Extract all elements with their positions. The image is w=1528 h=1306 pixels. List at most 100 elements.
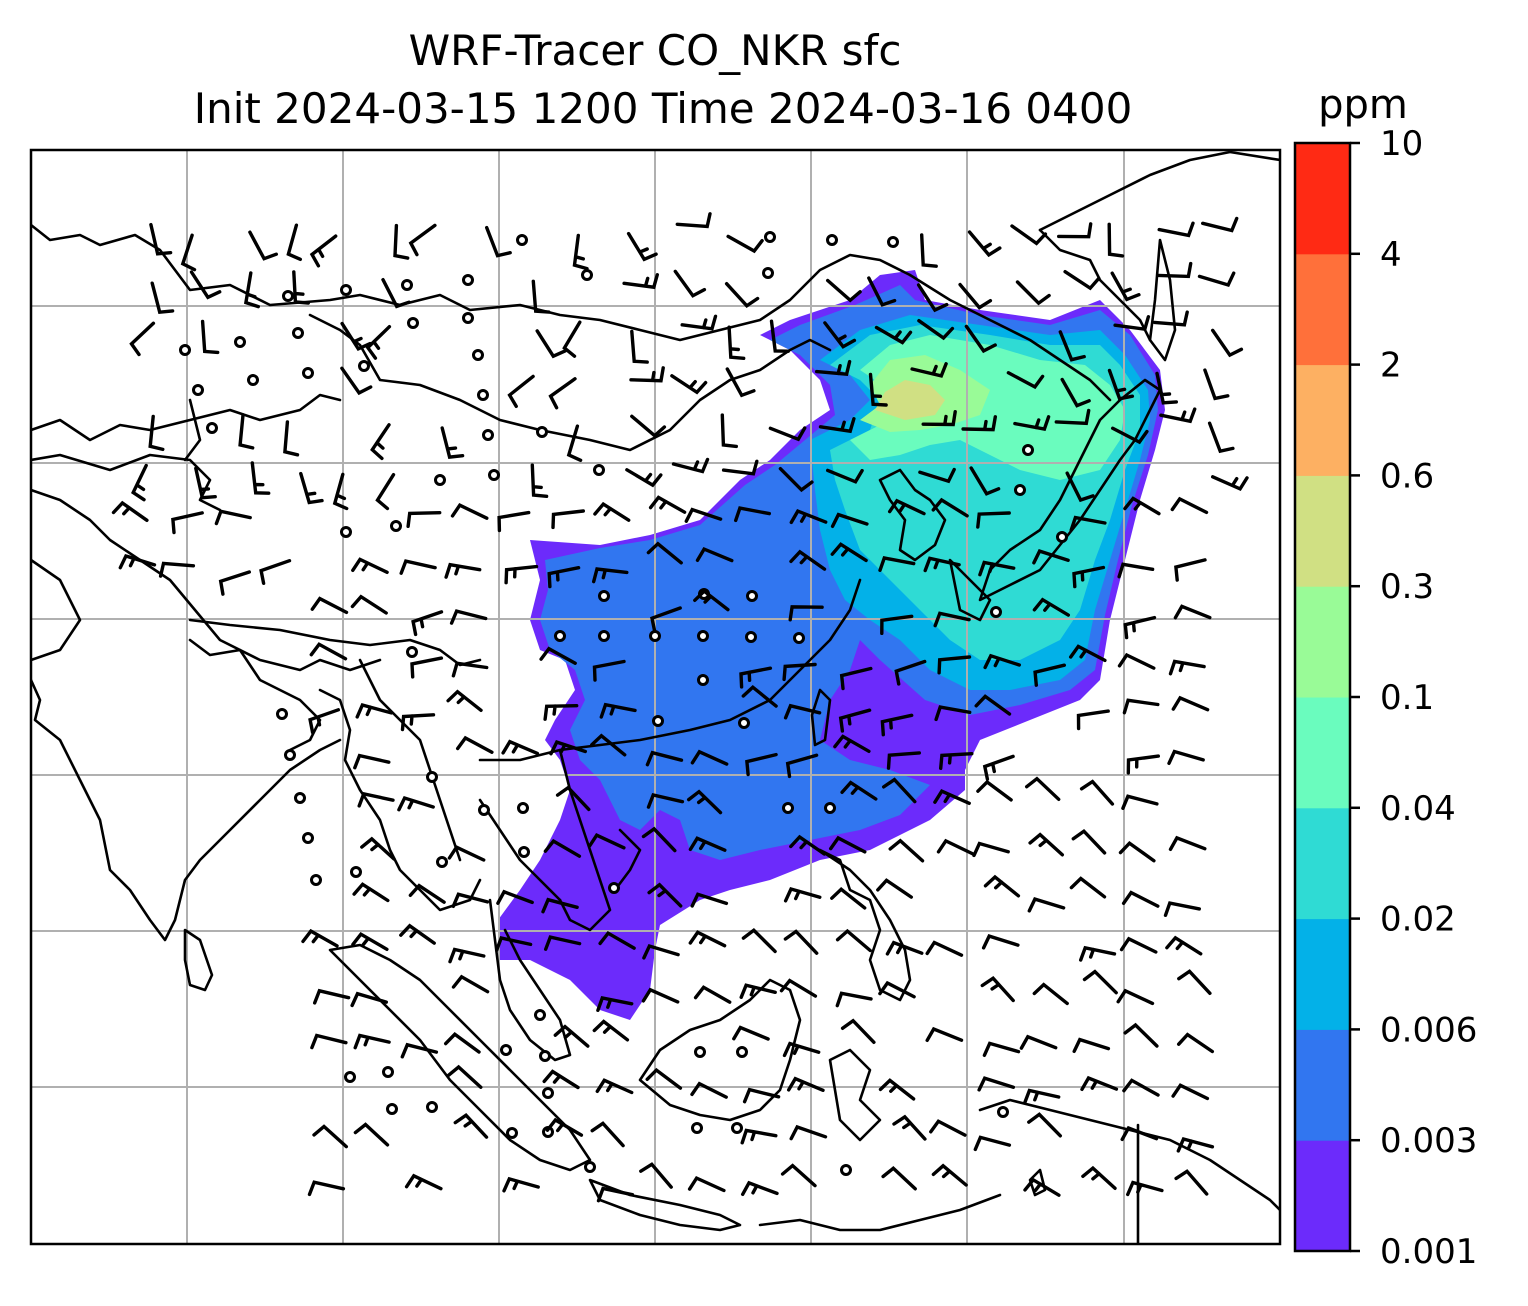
- wind-barb: [539, 646, 577, 665]
- wind-barb: [453, 1112, 489, 1139]
- wind-barb: [745, 752, 778, 777]
- wind-barb: [789, 549, 827, 571]
- wind-barb: [1081, 1165, 1117, 1190]
- wind-barb: [313, 988, 351, 1005]
- wind-barb: [1168, 659, 1206, 676]
- wind-barb: [972, 841, 1010, 858]
- wind-barb: [1076, 709, 1110, 731]
- wind-barb-calm: [462, 312, 474, 324]
- wind-barb: [838, 708, 872, 733]
- wind-barb: [1165, 935, 1203, 956]
- wind-barb: [721, 459, 759, 476]
- wind-barb: [350, 991, 388, 1008]
- map-frame: [29, 148, 1282, 1246]
- wind-barb: [485, 225, 512, 258]
- wind-barb: [590, 733, 627, 757]
- wind-barb: [630, 414, 667, 438]
- wind-barb: [868, 372, 888, 407]
- colorbar-tick-label: 10: [1380, 124, 1423, 164]
- wind-barb: [292, 270, 310, 305]
- wind-barb: [259, 559, 292, 585]
- wind-barb: [1063, 270, 1101, 291]
- colorbar-segment: [1295, 364, 1350, 476]
- wind-barb-calm: [407, 317, 419, 329]
- wind-barb-calm: [598, 590, 610, 602]
- wind-barb-calm: [542, 1087, 554, 1099]
- wind-barb: [839, 666, 873, 691]
- wind-barb: [840, 1018, 876, 1044]
- wind-barb: [931, 1163, 968, 1187]
- wind-barb: [1211, 475, 1249, 492]
- wind-barb: [1171, 695, 1210, 712]
- wind-barb: [1211, 328, 1244, 358]
- wind-barb: [732, 1025, 770, 1041]
- wind-barb: [1174, 558, 1207, 582]
- wind-barb: [936, 838, 975, 856]
- wind-barb: [688, 836, 727, 852]
- wind-barb: [551, 509, 585, 530]
- wind-barb-calm: [472, 349, 484, 361]
- wind-barb: [189, 270, 222, 300]
- wind-barb: [742, 1087, 781, 1104]
- wind-barb: [1015, 280, 1051, 306]
- wind-barb: [1123, 615, 1157, 640]
- wind-barb: [939, 752, 974, 770]
- wind-barb: [542, 1069, 580, 1090]
- wind-barb-calm: [282, 290, 294, 302]
- wind-barb: [741, 1180, 779, 1196]
- wind-barb: [789, 834, 826, 856]
- wind-barb: [1032, 597, 1070, 617]
- wind-barb-calm: [997, 1106, 1009, 1118]
- wind-barb: [878, 1078, 916, 1101]
- wind-barb: [214, 509, 252, 526]
- wind-barb: [818, 417, 856, 434]
- wind-barb: [451, 974, 490, 994]
- colorbar-tick-label: 0.04: [1380, 789, 1456, 829]
- wind-barb: [451, 661, 489, 678]
- wind-barb: [1119, 936, 1158, 954]
- wind-barb-calm: [736, 1046, 748, 1058]
- wind-barb-calm: [426, 1101, 438, 1113]
- wind-barb: [783, 703, 822, 720]
- wind-barb: [449, 609, 488, 625]
- wind-barb: [1163, 901, 1201, 917]
- wind-barb: [310, 596, 349, 615]
- wind-barb: [727, 325, 746, 360]
- wind-barb: [1159, 407, 1197, 424]
- wind-barb-calm: [1022, 444, 1034, 456]
- plume-level-0.3: [875, 380, 945, 420]
- wind-barb: [1174, 1169, 1209, 1196]
- wind-barb: [982, 754, 1015, 781]
- wind-barb-calm: [234, 336, 246, 348]
- wind-barb-calm: [536, 426, 548, 438]
- wind-barb-calm: [340, 284, 352, 296]
- wind-barb: [547, 566, 581, 589]
- wind-barb: [937, 655, 972, 675]
- wind-barb-calm: [390, 520, 402, 532]
- wind-barb-calm: [436, 856, 448, 868]
- wind-barb-calm: [482, 429, 494, 441]
- wind-barb: [131, 463, 148, 502]
- wind-barb: [283, 420, 300, 457]
- wind-barb: [238, 413, 255, 450]
- wind-barb: [1079, 779, 1115, 806]
- wind-barb: [309, 234, 338, 268]
- colorbar-unit: ppm: [1318, 82, 1408, 128]
- wind-barb: [111, 500, 149, 522]
- colorbar-segment: [1295, 807, 1350, 920]
- wind-barb: [894, 659, 927, 686]
- wind-barb: [830, 542, 868, 563]
- wind-barb: [782, 1041, 821, 1058]
- wind-barb: [779, 978, 818, 998]
- wind-barb: [833, 734, 871, 753]
- wind-barb: [592, 659, 626, 682]
- wind-barb-calm: [887, 236, 899, 248]
- wind-barb: [925, 940, 964, 957]
- wind-barb-calm: [518, 846, 530, 858]
- wind-barb: [787, 1076, 825, 1092]
- wind-barb: [301, 928, 339, 948]
- wind-barb-calm: [434, 474, 446, 486]
- wind-barb: [1023, 1088, 1061, 1105]
- wind-barb: [1019, 1034, 1058, 1050]
- wind-barb: [332, 472, 349, 511]
